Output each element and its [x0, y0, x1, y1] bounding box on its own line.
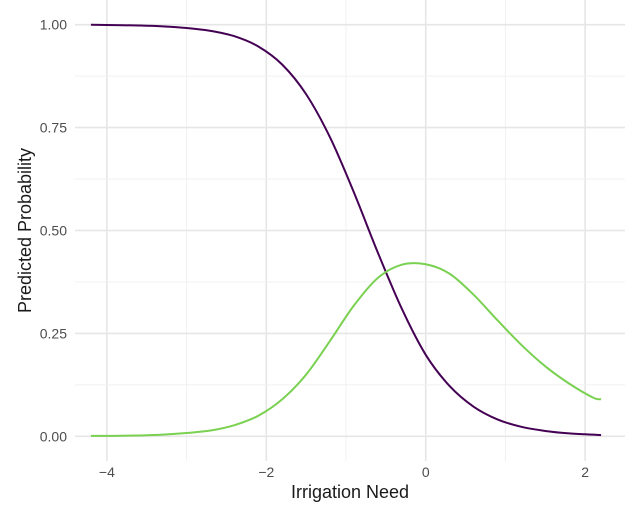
x-tick-labels: −4 −2 0 2 — [99, 464, 589, 480]
series-line-2 — [90, 262, 602, 437]
x-tick-label: −4 — [99, 464, 115, 480]
y-tick-label: 0.75 — [40, 120, 67, 136]
y-axis-title: Predicted Probability — [15, 148, 35, 313]
y-tick-label: 0.00 — [40, 428, 67, 444]
y-tick-labels: 0.00 0.25 0.50 0.75 1.00 — [40, 17, 67, 445]
series-lines — [90, 23, 602, 437]
x-axis-title: Irrigation Need — [291, 482, 409, 502]
y-tick-label: 1.00 — [40, 17, 67, 33]
x-tick-label: −2 — [258, 464, 274, 480]
y-tick-label: 0.25 — [40, 325, 67, 341]
series-line-1 — [90, 23, 602, 437]
x-tick-label: 0 — [422, 464, 430, 480]
grid — [75, 0, 625, 461]
y-tick-label: 0.50 — [40, 223, 67, 239]
x-tick-label: 2 — [581, 464, 589, 480]
